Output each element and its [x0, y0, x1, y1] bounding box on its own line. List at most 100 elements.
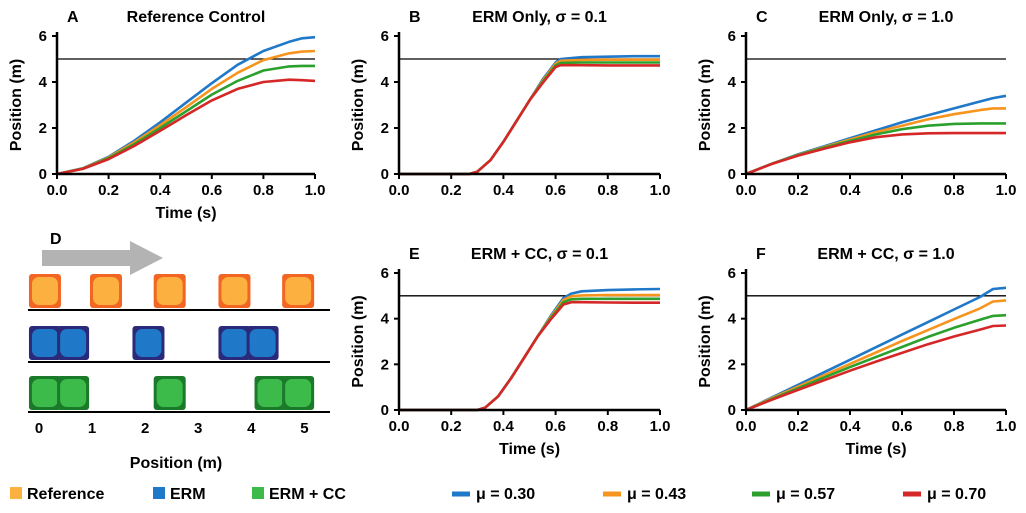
block-inner: [135, 329, 162, 357]
series-line-4: [745, 131, 1006, 176]
legend-swatch: [252, 487, 264, 499]
block-row-reference: [28, 274, 330, 311]
x-tick-label: 0.2: [441, 182, 462, 199]
y-tick-label: 6: [728, 265, 736, 282]
series-line-2: [745, 299, 1007, 412]
block-inner: [93, 277, 119, 305]
x-tick-label: 0.8: [597, 182, 618, 199]
x-tick-label: 0.4: [150, 182, 172, 199]
x-tick-label: 0.0: [47, 182, 68, 199]
y-tick-label: 4: [39, 74, 48, 91]
y-axis-label: Position (m): [350, 59, 367, 151]
legend-swatch: [10, 487, 22, 499]
panel-title: ERM + CC, σ = 1.0: [817, 246, 954, 263]
legend-label: Reference: [27, 486, 104, 503]
x-tick-label: 0.4: [493, 418, 515, 435]
mu-legend-label: μ = 0.70: [927, 486, 986, 503]
x-tick-label: 0.8: [253, 182, 274, 199]
legend-label: ERM: [170, 486, 206, 503]
series-line-4: [56, 78, 316, 176]
x-tick-label: 1.0: [996, 182, 1017, 199]
x-tick-label: 0.2: [441, 418, 462, 435]
y-tick-label: 4: [381, 311, 390, 328]
y-tick-label: 6: [728, 28, 736, 45]
y-tick-label: 4: [728, 74, 737, 91]
panel-c: C ERM Only, σ = 1.0 0.0 0.2 0.4 0.6 0.8 1.0 0 2 4 6…: [697, 9, 1016, 199]
d-tick-label: 1: [88, 420, 96, 437]
x-tick-label: 0.8: [597, 418, 618, 435]
y-axis-label: Position (m): [697, 295, 714, 387]
x-axis-label: Time (s): [845, 441, 906, 458]
x-tick-label: 0.6: [545, 182, 566, 199]
y-tick-label: 0: [381, 402, 389, 419]
block-inner: [156, 277, 183, 305]
y-axis-label: Position (m): [8, 59, 25, 151]
y-tick-label: 0: [381, 166, 389, 183]
block-inner: [31, 277, 58, 305]
series-line-2: [399, 58, 660, 176]
panel-letter: E: [409, 246, 420, 263]
panel-title: ERM Only, σ = 0.1: [472, 9, 607, 26]
y-tick-label: 2: [381, 356, 389, 373]
block-inner: [285, 379, 312, 407]
mu-legend-label: μ = 0.30: [476, 486, 535, 503]
block-inner: [249, 329, 276, 357]
x-tick-label: 0.6: [892, 182, 913, 199]
d-tick-label: 4: [247, 420, 256, 437]
block-inner: [60, 329, 87, 357]
y-tick-label: 6: [381, 28, 389, 45]
x-tick-label: 0.2: [788, 182, 809, 199]
series-line-4: [399, 63, 660, 176]
x-tick-label: 0.2: [788, 418, 809, 435]
x-tick-label: 0.0: [736, 182, 757, 199]
series-line-3: [399, 297, 660, 412]
x-tick-label: 0.2: [98, 182, 119, 199]
y-tick-label: 2: [39, 120, 47, 137]
panel-d: D 0 1 2 3 4 5 Position (m): [28, 231, 330, 472]
x-tick-label: 0.8: [944, 182, 965, 199]
d-tick-label: 0: [35, 420, 43, 437]
series-line-2: [745, 107, 1006, 176]
x-tick-label: 1.0: [305, 182, 326, 199]
series-line-1: [399, 54, 660, 176]
panel-f: F ERM + CC, σ = 1.0 0.0 0.2 0.4 0.6 0.8 1.0 0 2 4 6…: [697, 246, 1016, 458]
y-tick-label: 6: [381, 265, 389, 282]
y-tick-label: 2: [728, 120, 736, 137]
y-tick-label: 0: [39, 166, 47, 183]
block-inner: [221, 329, 248, 357]
x-tick-label: 0.0: [736, 418, 757, 435]
block-inner: [156, 379, 183, 407]
direction-arrow-icon: [42, 241, 163, 275]
panel-d-letter: D: [50, 231, 62, 248]
series-line-4: [745, 324, 1007, 412]
series-line-2: [399, 293, 660, 412]
block-inner: [221, 277, 248, 305]
block-inner: [285, 277, 312, 305]
panel-title: ERM Only, σ = 1.0: [819, 9, 954, 26]
block-inner: [31, 329, 58, 357]
block-inner: [257, 379, 284, 407]
x-tick-label: 1.0: [650, 182, 671, 199]
y-tick-label: 6: [39, 28, 47, 45]
x-tick-label: 0.4: [840, 418, 862, 435]
x-tick-label: 0.6: [892, 418, 913, 435]
y-tick-label: 2: [728, 356, 736, 373]
x-tick-label: 0.0: [389, 182, 410, 199]
x-tick-label: 1.0: [650, 418, 671, 435]
y-axis-label: Position (m): [697, 59, 714, 151]
block-inner: [60, 379, 87, 407]
panel-b: B ERM Only, σ = 0.1 0.0 0.2 0.4 0.6 0.8 1.0 0 2 4 6…: [350, 9, 670, 199]
x-tick-label: 0.4: [840, 182, 862, 199]
d-tick-label: 2: [141, 420, 149, 437]
mu-legend-label: μ = 0.57: [776, 486, 835, 503]
panel-letter: F: [756, 246, 766, 263]
y-tick-label: 0: [728, 166, 736, 183]
legend-label: ERM + CC: [269, 486, 346, 503]
y-tick-label: 2: [381, 120, 389, 137]
x-axis-label: Time (s): [499, 441, 560, 458]
x-tick-label: 1.0: [996, 418, 1017, 435]
x-tick-label: 0.0: [389, 418, 410, 435]
y-tick-label: 0: [728, 402, 736, 419]
series-line-3: [745, 313, 1007, 412]
mu-legend: μ = 0.30 μ = 0.43 μ = 0.57 μ = 0.70: [452, 486, 986, 503]
